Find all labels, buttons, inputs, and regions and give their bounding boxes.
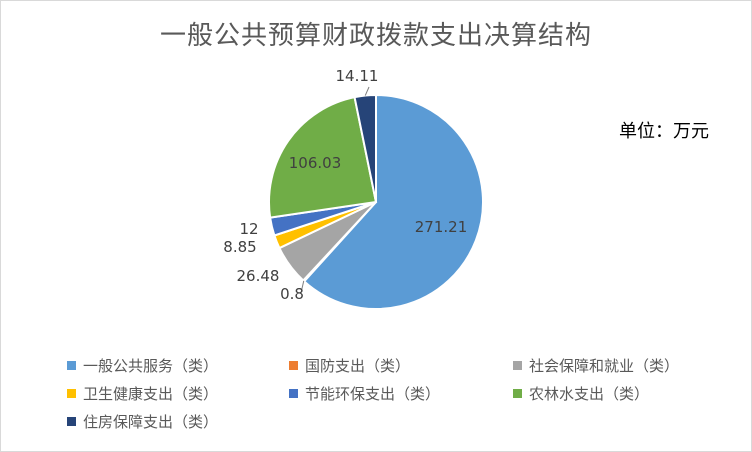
data-label: 12 [239, 220, 258, 238]
legend-label: 社会保障和就业（类） [529, 357, 680, 375]
data-label: 271.21 [415, 218, 468, 236]
legend-label: 一般公共服务（类） [83, 357, 219, 375]
data-label: 8.85 [223, 238, 256, 256]
leader-line [364, 86, 370, 96]
data-label: 0.8 [280, 285, 304, 303]
pie-slice [302, 93, 484, 310]
legend-item: 一般公共服务（类） [67, 355, 218, 376]
pie-slice [268, 95, 378, 219]
legend-item: 国防支出（类） [289, 355, 410, 376]
pie-slice [353, 93, 377, 203]
legend-swatch [67, 417, 76, 426]
unit-note: 单位：万元 [619, 121, 709, 142]
legend-label: 卫生健康支出（类） [83, 385, 219, 403]
data-label: 26.48 [237, 267, 280, 285]
legend-swatch [513, 389, 522, 398]
legend-item: 节能环保支出（类） [289, 383, 440, 404]
leader-line [300, 280, 305, 294]
data-label: 14.11 [336, 67, 379, 85]
legend-label: 住房保障支出（类） [83, 413, 219, 431]
legend-swatch [67, 361, 76, 370]
chart-title: 一般公共预算财政拨款支出决算结构 [159, 21, 592, 51]
legend-item: 社会保障和就业（类） [513, 355, 679, 376]
legend-label: 农林水支出（类） [529, 385, 650, 403]
legend-item: 住房保障支出（类） [67, 411, 218, 432]
legend-label: 节能环保支出（类） [305, 385, 441, 403]
legend-item: 农林水支出（类） [513, 383, 649, 404]
legend-swatch [289, 389, 298, 398]
data-label: 106.03 [289, 154, 342, 172]
legend-label: 国防支出（类） [305, 357, 411, 375]
legend-item: 卫生健康支出（类） [67, 383, 218, 404]
legend-swatch [67, 389, 76, 398]
legend-swatch [289, 361, 298, 370]
legend-swatch [513, 361, 522, 370]
